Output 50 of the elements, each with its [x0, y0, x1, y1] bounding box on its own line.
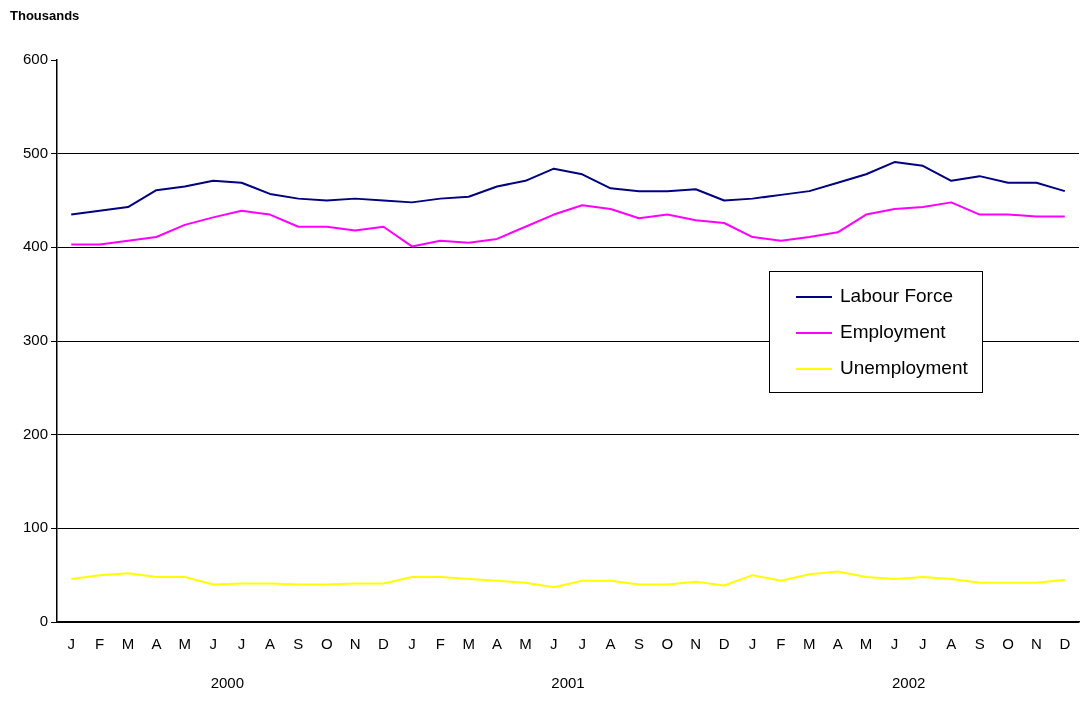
x-tick-label: J [408, 635, 416, 653]
x-tick-label: D [378, 635, 390, 653]
x-tick-label: M [462, 635, 475, 653]
legend-label: Employment [840, 321, 946, 342]
y-axis-title: Thousands [10, 8, 80, 23]
x-tick-label: F [776, 635, 786, 653]
x-tick-label: N [690, 635, 702, 653]
x-tick-label: F [95, 635, 105, 653]
x-tick-label: M [121, 635, 135, 653]
x-tick-label: O [1002, 635, 1014, 653]
x-tick-label: O [320, 635, 333, 653]
x-tick-label: M [859, 635, 873, 653]
y-tick-label: 500 [23, 143, 49, 161]
x-tick-label: M [519, 635, 532, 653]
x-tick-label: S [293, 635, 304, 653]
x-tick-label: S [974, 635, 985, 653]
x-tick-label: J [67, 635, 75, 653]
x-tick-label: M [803, 635, 816, 653]
x-tick-label: D [1059, 635, 1071, 653]
x-tick-label: A [946, 635, 957, 653]
y-tick-label: 600 [23, 50, 49, 68]
x-tick-label: J [748, 635, 757, 653]
x-tick-label: J [237, 635, 246, 653]
x-tick-label: A [832, 635, 843, 653]
text: 2002 [891, 674, 926, 692]
x-tick-label: A [605, 635, 616, 653]
x-tick-label: J [890, 635, 899, 653]
text: 2001 [551, 674, 585, 692]
legend-label: Unemployment [840, 357, 968, 378]
x-tick-label: J [578, 635, 586, 653]
y-tick-label: 300 [23, 331, 49, 349]
y-tick-label: 200 [23, 424, 49, 442]
x-tick-label: N [349, 635, 361, 653]
x-tick-label: S [633, 635, 644, 653]
x-tick-label: M [178, 635, 192, 653]
x-tick-label: A [151, 635, 162, 653]
x-tick-label: A [492, 635, 503, 653]
y-tick-label: 100 [23, 518, 49, 536]
x-tick-label: A [264, 635, 275, 653]
x-tick-label: D [718, 635, 730, 653]
x-tick-label: N [1031, 635, 1042, 653]
y-tick-label: 0 [39, 612, 49, 630]
x-tick-label: J [919, 635, 927, 653]
x-tick-label: O [661, 635, 674, 653]
x-tick-label: F [435, 635, 445, 653]
legend-label: Labour Force [840, 285, 954, 306]
y-tick-label: 400 [23, 237, 49, 255]
x-tick-label: J [550, 635, 558, 653]
text: 2000 [210, 674, 245, 692]
x-tick-label: J [209, 635, 217, 653]
